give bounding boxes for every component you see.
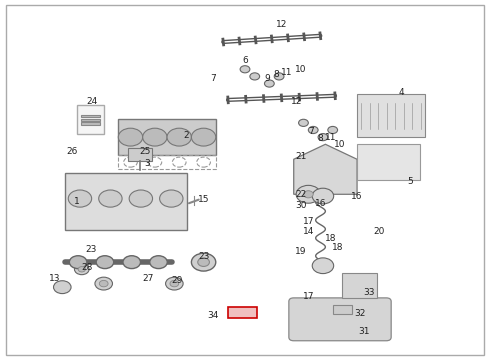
Text: 14: 14 bbox=[303, 227, 314, 236]
Text: 19: 19 bbox=[295, 247, 307, 256]
Circle shape bbox=[74, 264, 89, 275]
Bar bbox=[128, 148, 152, 161]
Circle shape bbox=[274, 73, 284, 80]
Bar bbox=[343, 273, 376, 298]
Text: 3: 3 bbox=[145, 159, 150, 168]
Text: 23: 23 bbox=[86, 245, 97, 254]
Circle shape bbox=[143, 128, 167, 146]
Circle shape bbox=[96, 256, 114, 269]
Circle shape bbox=[98, 190, 122, 207]
Text: 11: 11 bbox=[281, 68, 292, 77]
Text: 21: 21 bbox=[295, 152, 307, 161]
Text: 2: 2 bbox=[184, 131, 189, 140]
Text: 32: 32 bbox=[354, 310, 365, 319]
Text: 30: 30 bbox=[295, 201, 307, 210]
Circle shape bbox=[150, 256, 167, 269]
Circle shape bbox=[129, 190, 152, 207]
FancyBboxPatch shape bbox=[6, 5, 484, 355]
Bar bbox=[357, 144, 420, 180]
Circle shape bbox=[78, 267, 85, 272]
Text: 11: 11 bbox=[324, 132, 336, 141]
Bar bbox=[333, 305, 352, 314]
Text: 29: 29 bbox=[171, 275, 182, 284]
Circle shape bbox=[170, 280, 179, 287]
Text: 18: 18 bbox=[332, 243, 343, 252]
Circle shape bbox=[328, 126, 338, 134]
Text: 4: 4 bbox=[398, 88, 404, 97]
Text: 20: 20 bbox=[373, 227, 385, 236]
Circle shape bbox=[118, 128, 143, 146]
Text: 7: 7 bbox=[211, 74, 216, 83]
Text: 27: 27 bbox=[142, 274, 153, 283]
Circle shape bbox=[123, 256, 141, 269]
Text: 25: 25 bbox=[140, 147, 151, 156]
Circle shape bbox=[70, 256, 87, 269]
Text: 8: 8 bbox=[318, 134, 323, 143]
Circle shape bbox=[250, 73, 260, 80]
Bar bbox=[77, 105, 104, 134]
Text: 17: 17 bbox=[303, 217, 314, 226]
Bar bbox=[228, 307, 257, 318]
Circle shape bbox=[312, 188, 334, 204]
FancyBboxPatch shape bbox=[289, 298, 391, 341]
Circle shape bbox=[53, 281, 71, 294]
Text: 34: 34 bbox=[208, 311, 219, 320]
Text: 8: 8 bbox=[274, 70, 279, 79]
Circle shape bbox=[192, 253, 216, 271]
Bar bbox=[118, 155, 216, 169]
Text: 10: 10 bbox=[334, 140, 346, 149]
Bar bbox=[357, 94, 425, 137]
Text: 5: 5 bbox=[408, 177, 414, 186]
Text: 1: 1 bbox=[74, 197, 80, 206]
Circle shape bbox=[240, 66, 250, 73]
Circle shape bbox=[192, 128, 216, 146]
Text: 9: 9 bbox=[264, 74, 270, 83]
Text: 33: 33 bbox=[364, 288, 375, 297]
Text: 16: 16 bbox=[315, 199, 326, 208]
Circle shape bbox=[166, 277, 183, 290]
Circle shape bbox=[198, 258, 209, 266]
Text: 23: 23 bbox=[198, 252, 209, 261]
Circle shape bbox=[308, 126, 318, 134]
Text: 26: 26 bbox=[66, 147, 78, 156]
Text: 7: 7 bbox=[308, 127, 314, 136]
Bar bbox=[118, 119, 216, 155]
Text: 16: 16 bbox=[351, 192, 363, 201]
Text: 15: 15 bbox=[198, 195, 209, 204]
Bar bbox=[81, 115, 100, 117]
Text: 6: 6 bbox=[242, 56, 248, 65]
Text: 13: 13 bbox=[49, 274, 61, 283]
Circle shape bbox=[312, 258, 334, 274]
Circle shape bbox=[298, 119, 308, 126]
Bar bbox=[81, 119, 100, 121]
Bar bbox=[65, 173, 187, 230]
Polygon shape bbox=[294, 144, 357, 194]
Bar bbox=[81, 122, 100, 125]
Text: 22: 22 bbox=[295, 190, 307, 199]
Circle shape bbox=[99, 280, 108, 287]
Text: 28: 28 bbox=[81, 263, 92, 272]
Text: 31: 31 bbox=[359, 327, 370, 336]
Circle shape bbox=[265, 80, 274, 87]
Circle shape bbox=[296, 185, 320, 203]
Circle shape bbox=[160, 190, 183, 207]
Text: 24: 24 bbox=[86, 97, 97, 106]
Text: 12: 12 bbox=[291, 97, 302, 106]
Circle shape bbox=[68, 190, 92, 207]
Text: 18: 18 bbox=[324, 234, 336, 243]
Text: 12: 12 bbox=[276, 20, 287, 29]
Circle shape bbox=[303, 191, 313, 198]
Circle shape bbox=[318, 134, 328, 141]
Circle shape bbox=[167, 128, 192, 146]
Circle shape bbox=[95, 277, 113, 290]
Text: 17: 17 bbox=[303, 292, 314, 301]
Text: 10: 10 bbox=[295, 65, 307, 74]
